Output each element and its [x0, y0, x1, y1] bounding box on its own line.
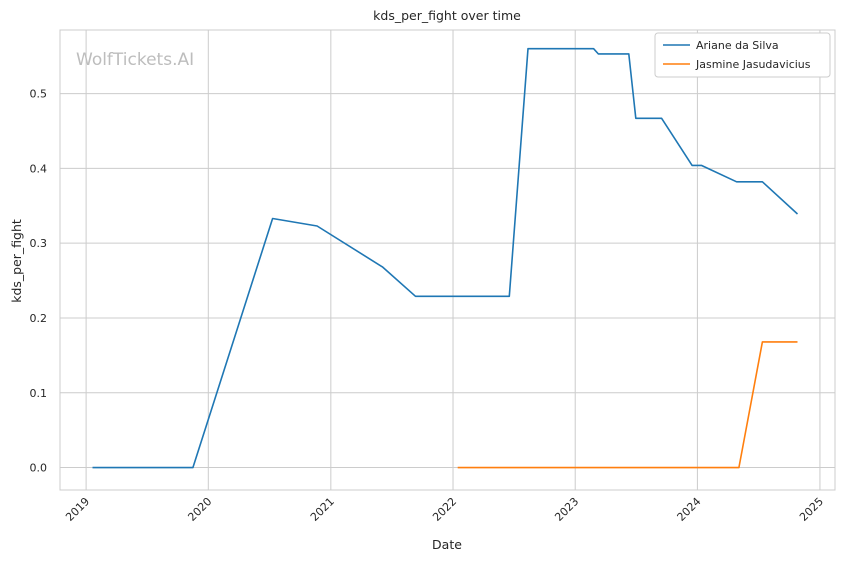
x-tick-labels: 2019 2020 2021 2022 2023 2024 2025 [63, 495, 826, 524]
y-tick-label: 0.5 [30, 88, 48, 101]
y-axis-label: kds_per_fight [9, 219, 24, 303]
y-tick-label: 0.3 [30, 237, 48, 250]
series-line-ariane-da-silva [92, 47, 799, 469]
y-tick-label: 0.4 [30, 162, 48, 175]
y-tick-label: 0.0 [30, 462, 48, 475]
watermark: WolfTickets.AI [76, 50, 194, 70]
x-tick-label: 2025 [797, 495, 826, 524]
legend-box [654, 32, 831, 78]
series-lines [92, 47, 799, 469]
grid [60, 30, 835, 490]
x-tick-label: 2022 [430, 495, 459, 524]
legend-label-ariane-da-silva: Ariane da Silva [696, 39, 779, 52]
legend: Ariane da Silva Jasmine Jasudavicius [654, 32, 831, 78]
y-tick-labels: 0.0 0.1 0.2 0.3 0.4 0.5 [30, 88, 48, 475]
x-tick-label: 2021 [308, 495, 337, 524]
x-tick-label: 2020 [185, 495, 214, 524]
x-tick-label: 2023 [552, 495, 581, 524]
y-tick-label: 0.1 [30, 387, 48, 400]
legend-label-jasmine-jasudavicius: Jasmine Jasudavicius [695, 58, 811, 71]
plot-area [59, 29, 836, 491]
x-tick-label: 2024 [675, 495, 704, 524]
chart-title: kds_per_fight over time [373, 8, 521, 23]
y-tick-label: 0.2 [30, 312, 48, 325]
x-tick-label: 2019 [63, 495, 92, 524]
x-axis-label: Date [432, 537, 462, 552]
series-line-jasmine-jasudavicius [457, 341, 798, 469]
